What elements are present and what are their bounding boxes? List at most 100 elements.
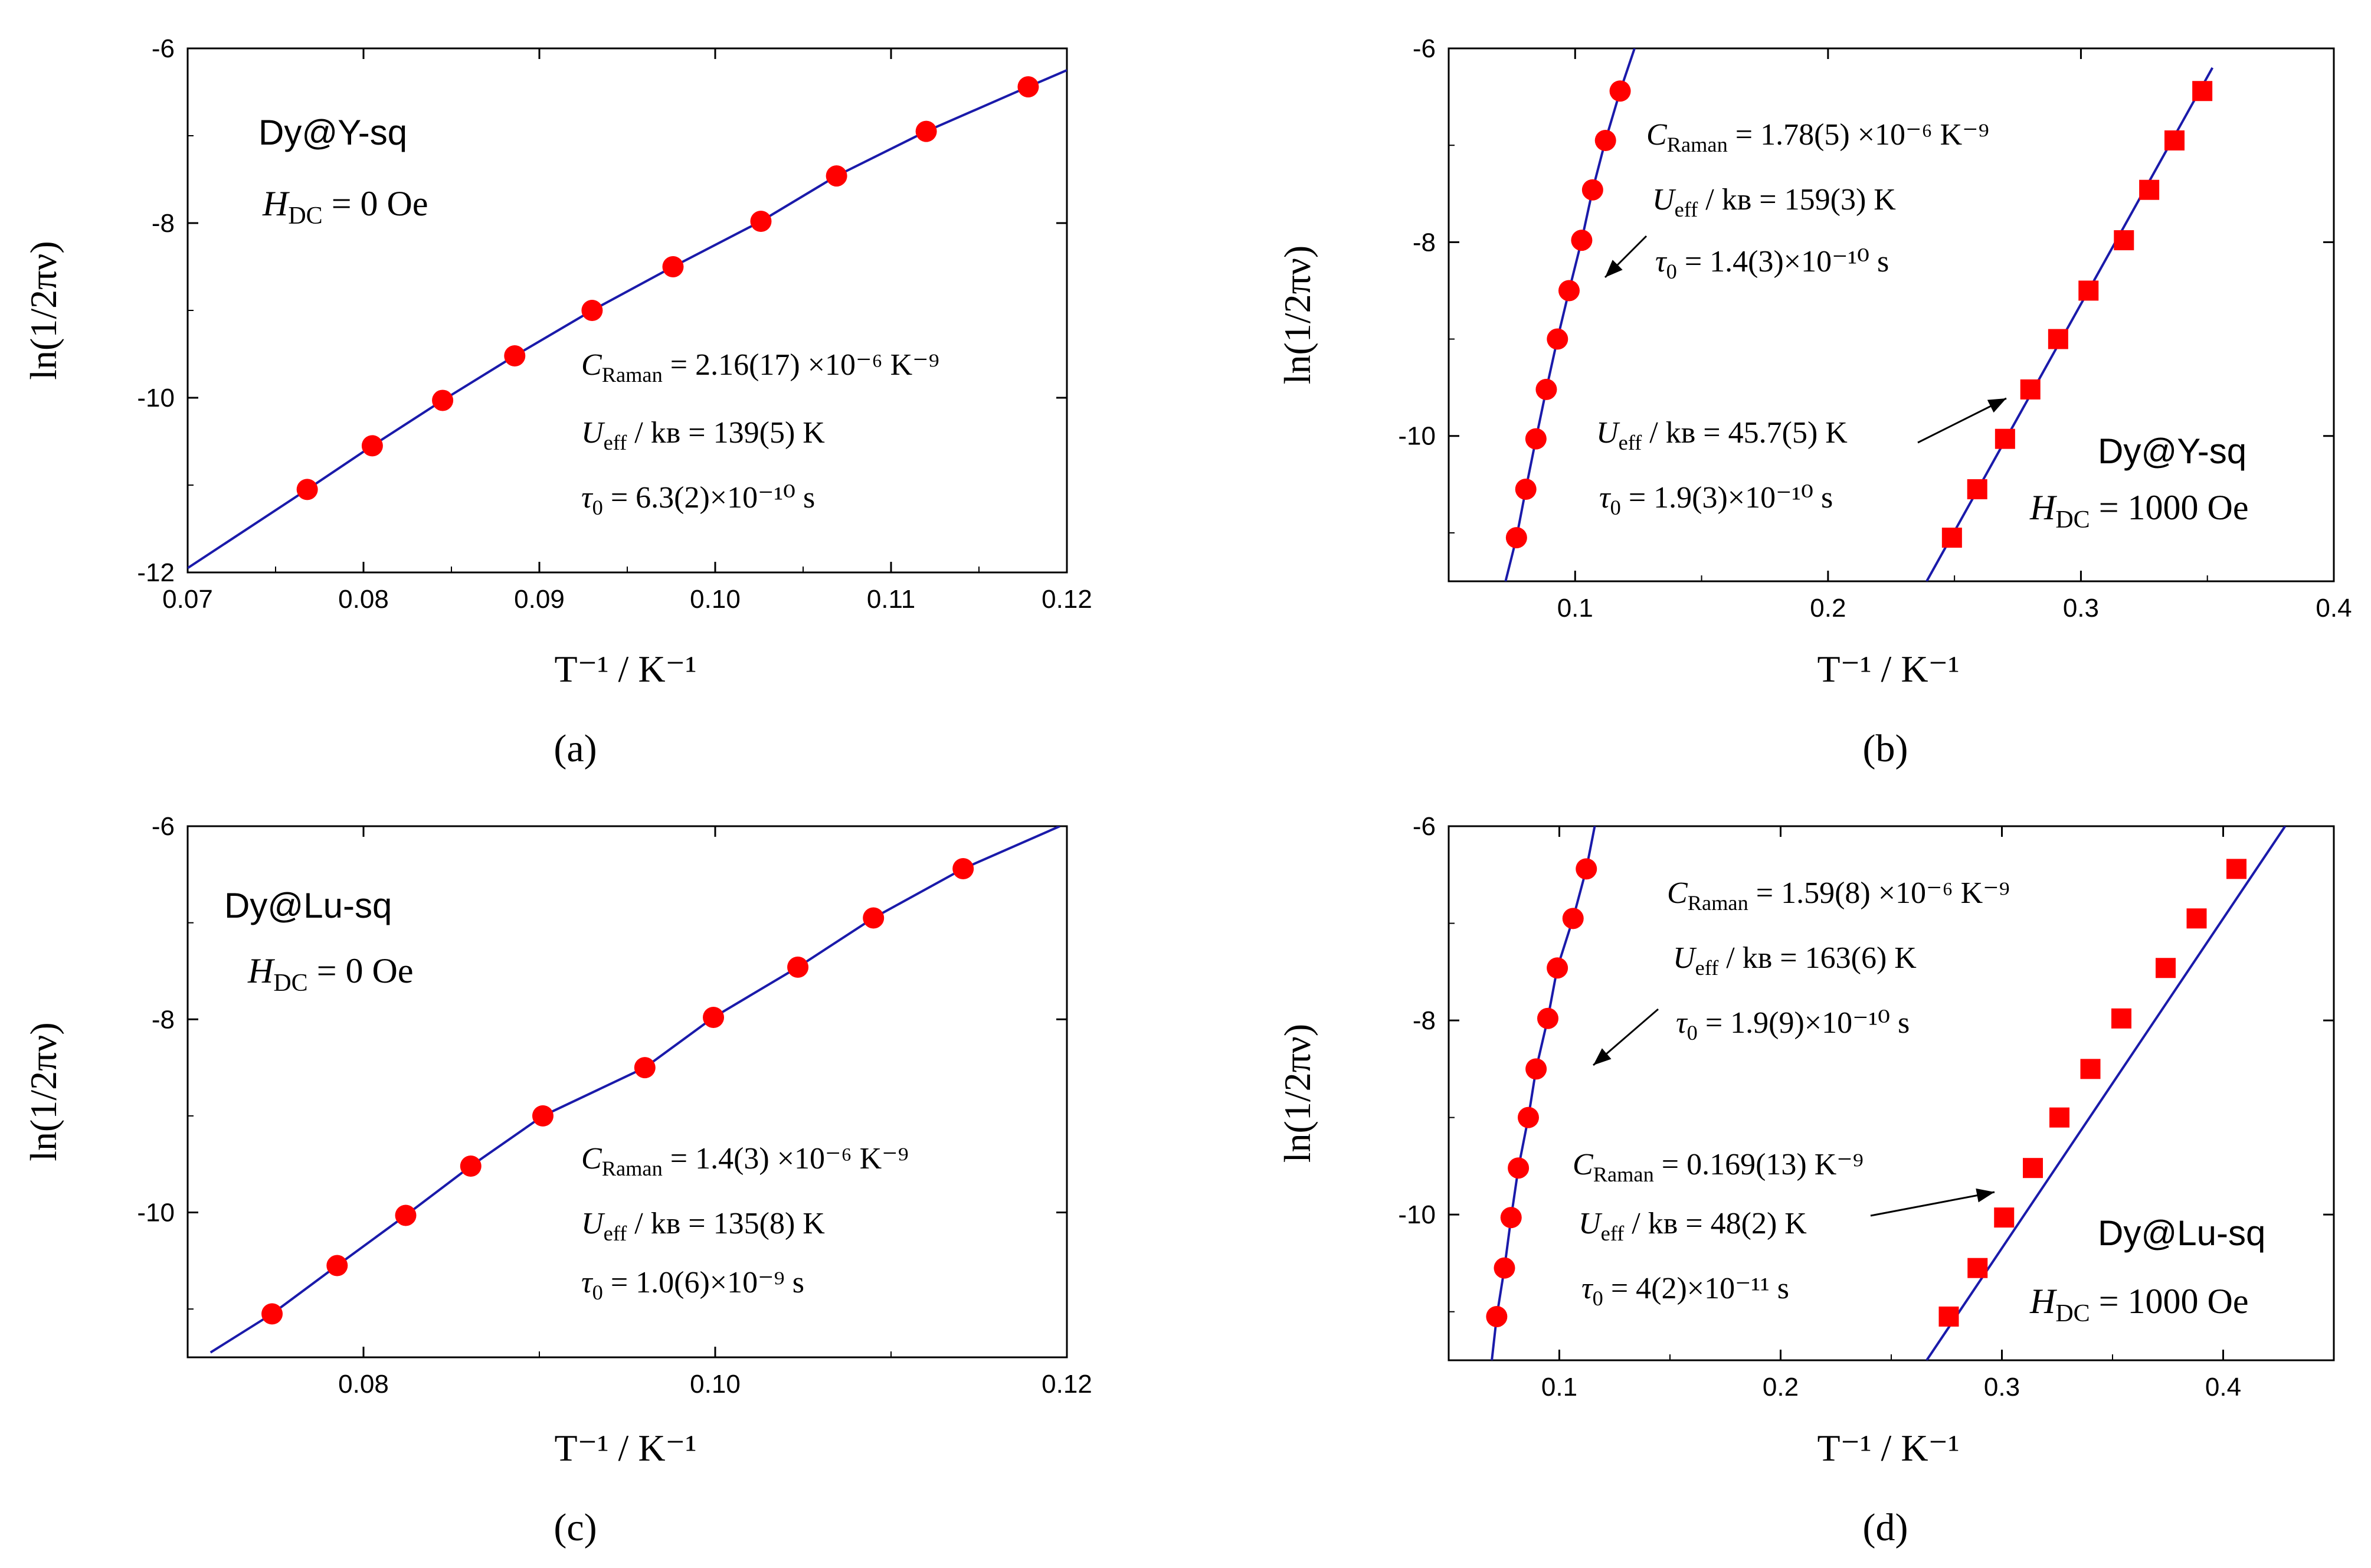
param-symbol: τ — [1581, 1272, 1594, 1305]
y-tick-label: -8 — [1413, 1006, 1436, 1035]
param-value: / kʙ = 45.7(5) K — [1642, 416, 1848, 450]
param-value: = 4(2)×10⁻¹¹ s — [1603, 1272, 1789, 1305]
y-tick-label: -6 — [152, 34, 175, 63]
data-point-circle — [1494, 1257, 1515, 1279]
param-value: = 1.0(6)×10⁻⁹ s — [603, 1266, 804, 1299]
data-point-square — [1941, 528, 1962, 548]
data-point-circle — [787, 956, 809, 978]
data-point-square — [2023, 1158, 2043, 1179]
field-subscript: DC — [2055, 506, 2090, 533]
data-point-circle — [1500, 1207, 1522, 1229]
panel-caption: (c) — [554, 1506, 597, 1549]
param-symbol: τ — [1655, 245, 1668, 279]
data-point-circle — [1515, 479, 1537, 500]
data-point-circle — [662, 256, 684, 277]
data-point-square — [2020, 379, 2041, 400]
data-point-circle — [1609, 80, 1631, 102]
pointer-arrow — [1870, 1191, 1995, 1217]
field-value: = 0 Oe — [308, 951, 414, 990]
param-subscript: Raman — [1688, 891, 1748, 915]
fit-parameter: τ0 = 4(2)×10⁻¹¹ s — [1581, 1272, 1789, 1310]
fit-parameter: CRaman = 1.78(5) ×10⁻⁶ K⁻⁹ — [1646, 118, 1989, 156]
x-tick-label: 0.3 — [2063, 594, 2099, 623]
data-point-circle — [361, 435, 383, 457]
param-value: = 1.9(9)×10⁻¹⁰ s — [1698, 1006, 1910, 1040]
data-point-circle — [703, 1007, 725, 1028]
param-subscript: 0 — [1593, 1287, 1603, 1310]
y-tick-label: -10 — [137, 1199, 175, 1227]
param-symbol: C — [1573, 1148, 1594, 1181]
arrow-head — [1605, 260, 1623, 277]
data-point-square — [2114, 230, 2134, 251]
data-point-circle — [1558, 280, 1580, 302]
x-tick-label: 0.07 — [162, 585, 213, 614]
data-point-square — [2164, 130, 2185, 150]
field-value: = 0 Oe — [323, 184, 428, 223]
field-label: HDC = 0 Oe — [247, 951, 414, 997]
arrow-head — [1976, 1188, 1995, 1203]
panel-caption: (a) — [554, 727, 597, 770]
fit-line — [1491, 826, 1596, 1360]
panel-b: 0.1 0.2 0.3 0.4 -10 -8 -6 ln(1/2πν) T⁻¹ / K⁻¹ Dy@… — [1276, 34, 2352, 770]
param-symbol: U — [1652, 183, 1676, 217]
y-axis-label: ln(1/2πν) — [22, 241, 64, 379]
fit-parameter: Ueff / kʙ = 139(5) K — [581, 416, 825, 454]
data-point-circle — [432, 389, 454, 411]
x-axis-label: T⁻¹ / K⁻¹ — [554, 1427, 696, 1469]
data-point-circle — [326, 1255, 348, 1276]
data-point-circle — [1017, 76, 1039, 98]
data-point-square — [2080, 1059, 2101, 1079]
fit-parameter: τ0 = 1.4(3)×10⁻¹⁰ s — [1655, 245, 1889, 283]
field-value: = 1000 Oe — [2090, 488, 2249, 527]
x-tick-label: 0.1 — [1557, 594, 1593, 623]
y-axis-label: ln(1/2πν) — [22, 1022, 64, 1161]
data-point-circle — [1505, 527, 1527, 549]
y-tick-label: -8 — [152, 209, 175, 238]
data-point-circle — [1594, 129, 1616, 151]
param-subscript: 0 — [1610, 496, 1621, 519]
param-value: = 1.4(3) ×10⁻⁶ K⁻⁹ — [663, 1142, 909, 1176]
fit-parameter: Ueff / kʙ = 159(3) K — [1652, 183, 1896, 221]
data-point-circle — [863, 907, 885, 929]
x-tick-label: 0.4 — [2205, 1373, 2241, 1402]
param-subscript: eff — [1695, 956, 1720, 980]
param-symbol: U — [1579, 1207, 1603, 1240]
param-symbol: U — [581, 416, 605, 450]
param-value: = 1.78(5) ×10⁻⁶ K⁻⁹ — [1728, 118, 1989, 152]
param-value: / kʙ = 48(2) K — [1624, 1207, 1807, 1240]
data-point-square — [2111, 1008, 2131, 1029]
param-value: / kʙ = 163(6) K — [1718, 941, 1917, 975]
data-point-circle — [1581, 179, 1603, 201]
fit-parameter: Ueff / kʙ = 45.7(5) K — [1596, 416, 1848, 454]
param-symbol: C — [581, 1142, 602, 1176]
fit-parameter: Ueff / kʙ = 163(6) K — [1673, 941, 1917, 980]
x-tick-label: 0.10 — [690, 585, 741, 614]
data-point-circle — [504, 345, 526, 366]
data-point-circle — [1535, 378, 1557, 400]
param-value: = 0.169(13) K⁻⁹ — [1654, 1148, 1864, 1181]
param-value: / kʙ = 159(3) K — [1698, 183, 1896, 217]
data-point-square — [2078, 280, 2099, 301]
fit-line — [209, 826, 1060, 1354]
x-tick-label: 0.4 — [2316, 594, 2352, 623]
y-axis-label: ln(1/2πν) — [1276, 1024, 1318, 1163]
plot-frame — [1448, 47, 2335, 582]
data-point-circle — [1576, 858, 1597, 880]
data-point-square — [2226, 859, 2246, 879]
y-tick-label: -8 — [1413, 228, 1436, 257]
param-value: = 1.9(3)×10⁻¹⁰ s — [1621, 481, 1833, 515]
param-symbol: U — [1596, 416, 1620, 450]
data-point-circle — [1525, 1058, 1547, 1080]
data-point-circle — [1525, 428, 1547, 450]
x-tick-label: 0.1 — [1541, 1373, 1577, 1402]
y-tick-label: -10 — [137, 384, 175, 413]
x-tick-label: 0.2 — [1763, 1373, 1799, 1402]
param-value: = 1.59(8) ×10⁻⁶ K⁻⁹ — [1748, 876, 2010, 910]
y-tick-label: -12 — [137, 558, 175, 587]
param-subscript: 0 — [1687, 1021, 1698, 1045]
y-tick-label: -8 — [152, 1005, 175, 1034]
param-symbol: τ — [581, 1266, 594, 1299]
param-subscript: 0 — [592, 1281, 603, 1304]
param-symbol: τ — [581, 481, 594, 515]
data-point-square — [2192, 81, 2213, 102]
